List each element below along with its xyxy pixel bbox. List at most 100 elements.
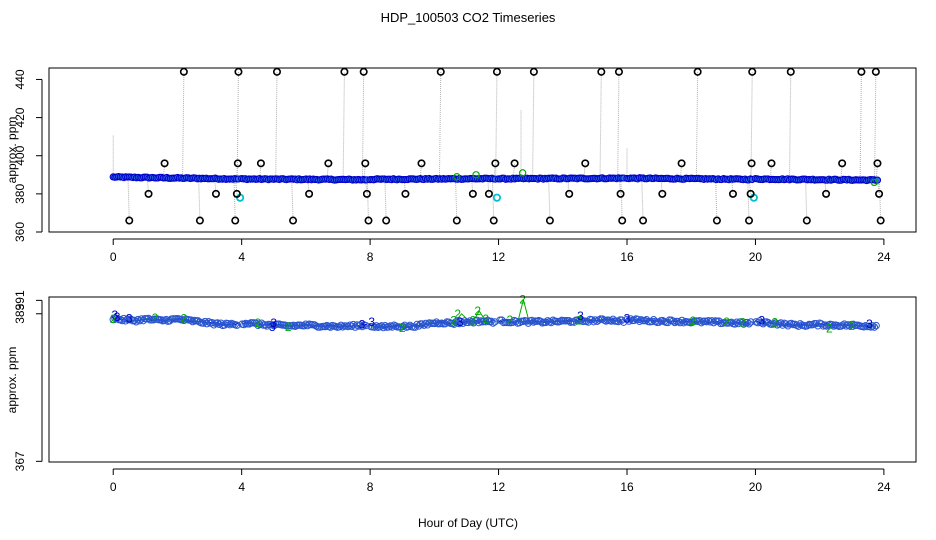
baseline-point <box>740 320 748 328</box>
baseline-digit-label: 2 <box>739 315 746 329</box>
baseline-point <box>787 319 796 328</box>
baseline-digit-label: 2 <box>848 319 855 333</box>
baseline-point <box>771 319 780 327</box>
baseline-point <box>166 317 174 325</box>
baseline-spike-label: 2 <box>474 304 481 318</box>
baseline-point <box>588 316 596 324</box>
baseline-point <box>321 322 329 331</box>
baseline-point <box>738 319 746 327</box>
baseline-point <box>263 322 271 330</box>
raw-spike-point <box>618 216 627 225</box>
x-tick-label: 16 <box>620 480 634 494</box>
baseline-green-spike <box>517 299 530 322</box>
baseline-point <box>607 317 615 325</box>
baseline-digit-label: 2 <box>285 320 292 334</box>
baseline-digit-label: 3 <box>577 309 584 323</box>
baseline-point <box>577 316 585 324</box>
baseline-digit-label: 3 <box>359 318 366 332</box>
raw-spike-point <box>359 67 368 76</box>
baseline-point <box>473 316 481 325</box>
x-tick-label: 4 <box>238 480 245 494</box>
baseline-point <box>556 317 564 326</box>
baseline-point <box>669 317 677 325</box>
x-tick-label: 12 <box>492 480 506 494</box>
baseline-point <box>457 318 465 326</box>
baseline-point <box>130 316 139 325</box>
raw-spike-point <box>491 159 500 168</box>
baseline-point <box>418 320 426 328</box>
baseline-point <box>671 318 679 327</box>
raw-spike-line <box>599 71 602 179</box>
raw-spike-point <box>231 216 240 225</box>
baseline-point <box>450 320 458 328</box>
baseline-point <box>770 320 778 328</box>
panel-raw: 0 4 8 12 16 20 24 360 380 400 420 440 approx. ppm <box>5 67 917 264</box>
raw-spike-point <box>468 189 477 198</box>
baseline-point <box>482 317 490 326</box>
baseline-point <box>220 321 229 329</box>
baseline-point <box>727 318 736 326</box>
baseline-point <box>630 316 638 324</box>
raw-spike-line <box>695 71 699 179</box>
baseline-point <box>337 321 345 329</box>
raw-spike-line <box>617 71 620 179</box>
raw-spike-point <box>289 216 298 225</box>
raw-spike-point <box>838 159 847 168</box>
baseline-point <box>870 323 879 331</box>
baseline-point <box>706 318 714 326</box>
baseline-point <box>422 319 430 328</box>
baseline-point <box>872 321 880 330</box>
baseline-digit-label: 3 <box>624 311 631 325</box>
baseline-digit-label: 3 <box>126 311 133 325</box>
raw-spike-point <box>822 189 831 198</box>
baseline-point <box>199 319 207 327</box>
raw-spike-line <box>275 71 278 180</box>
baseline-point <box>386 322 395 330</box>
raw-spike-point <box>876 216 885 225</box>
baseline-x-axis: 0 4 8 12 16 20 24 <box>110 468 891 494</box>
raw-cyan-point <box>492 193 502 202</box>
raw-spike-point <box>639 216 648 225</box>
baseline-point <box>648 317 656 326</box>
baseline-y-axis-label: approx. ppm <box>5 347 19 414</box>
baseline-point <box>203 319 211 328</box>
x-tick-label: 20 <box>749 250 763 264</box>
x-tick-label: 12 <box>492 250 506 264</box>
raw-spike-line <box>342 71 345 180</box>
baseline-point <box>679 319 688 327</box>
baseline-point <box>838 321 847 329</box>
baseline-point <box>217 319 225 327</box>
baseline-point <box>137 315 146 323</box>
raw-spike-point <box>745 216 754 225</box>
chart-title: HDP_100503 CO2 Timeseries <box>381 10 556 25</box>
baseline-point <box>210 321 218 329</box>
baseline-spike-label: 2 <box>519 293 526 307</box>
raw-spike-point <box>747 159 756 168</box>
baseline-point <box>867 323 875 331</box>
baseline-point <box>144 314 153 323</box>
baseline-point <box>745 320 753 328</box>
raw-spike-point <box>417 159 426 168</box>
baseline-point <box>803 321 812 330</box>
raw-spike-point <box>616 189 625 198</box>
baseline-point <box>406 321 414 330</box>
raw-spike-point <box>786 67 795 76</box>
raw-green-point <box>518 169 527 177</box>
baseline-point <box>759 320 767 328</box>
baseline-point <box>245 320 253 328</box>
baseline-point <box>868 322 877 330</box>
raw-spike-line <box>182 71 185 179</box>
raw-spike-line <box>750 71 753 180</box>
baseline-point <box>845 322 854 330</box>
raw-spike-point <box>305 189 314 198</box>
baseline-point <box>565 316 573 325</box>
baseline-point <box>233 321 241 329</box>
baseline-point <box>732 318 741 326</box>
baseline-point <box>303 321 312 330</box>
raw-spike-point <box>581 159 590 168</box>
raw-spike-point <box>545 216 554 225</box>
raw-spike-line <box>715 179 718 221</box>
raw-spike-point <box>746 189 755 198</box>
